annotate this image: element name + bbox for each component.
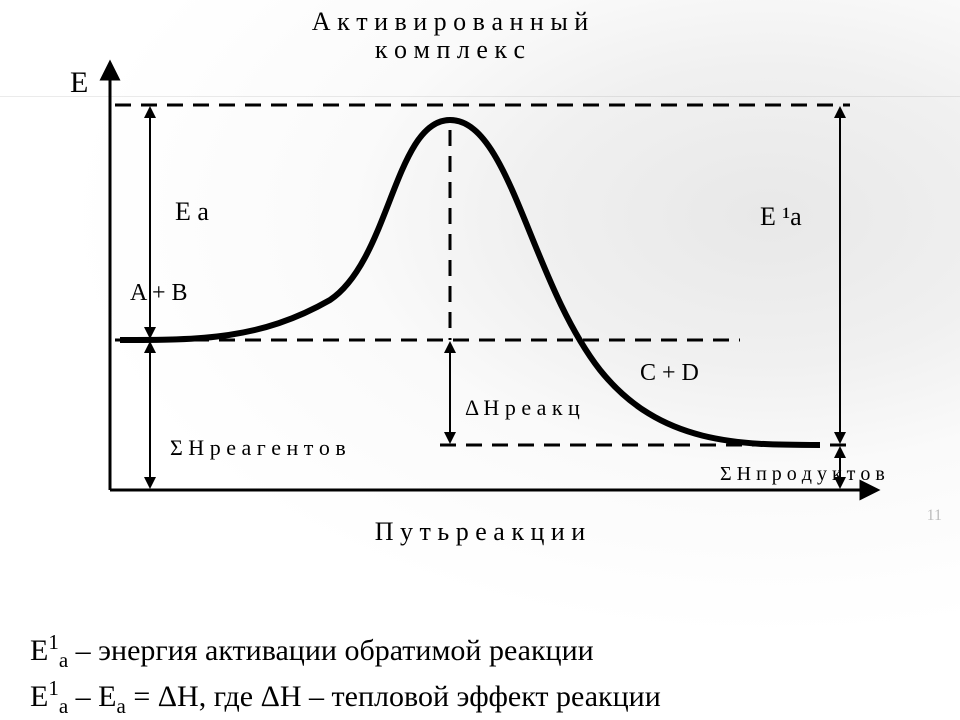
page-number: 11 <box>927 507 942 525</box>
title-top-2: к о м п л е к с <box>375 35 525 64</box>
label-AB: A + B <box>130 280 188 306</box>
header-rule <box>0 96 960 97</box>
label-sumH-products: Σ H п р о д у к т о в <box>720 463 885 485</box>
y-axis-label: E <box>70 66 88 99</box>
energy-diagram: А к т и в и р о в а н н ы й к о м п л е … <box>0 0 960 560</box>
x-axis-label: П у т ь р е а к ц и и <box>375 517 586 546</box>
title-top-1: А к т и в и р о в а н н ы й <box>312 7 588 36</box>
label-Ea: Е а <box>175 197 209 226</box>
caption-line-1: E1a – энергия активации обратимой реакци… <box>30 630 594 672</box>
label-deltaH: Δ H р е а к ц <box>465 395 580 420</box>
label-sumH-reagents: Σ H р е а г е н т о в <box>170 435 346 460</box>
caption-line-2: E1a – Ea = ΔH, где ΔH – тепловой эффект … <box>30 676 661 718</box>
label-E1a: E ¹а <box>760 202 802 231</box>
label-CD: C + D <box>640 360 699 386</box>
